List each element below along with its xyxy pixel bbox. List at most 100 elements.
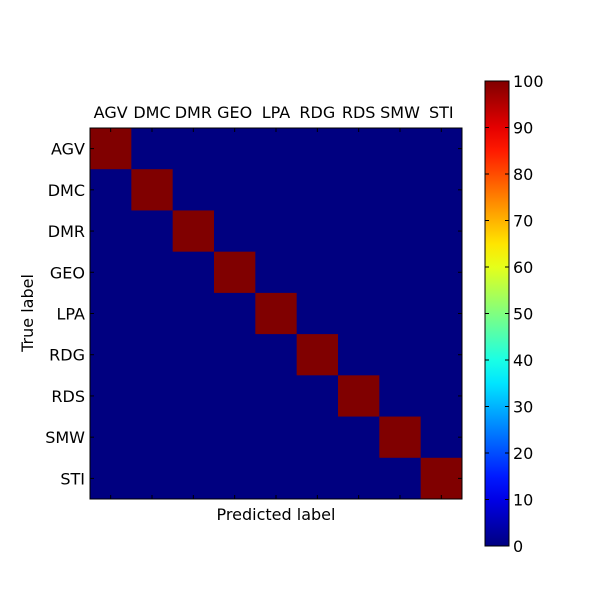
y-tick-label: RDG (49, 346, 85, 365)
heatmap-cell-LPA-RDS (338, 292, 380, 335)
heatmap-cell-GEO-GEO (214, 251, 256, 294)
heatmap-cell-RDG-RDS (338, 334, 380, 376)
heatmap-cell-LPA-DMC (131, 292, 174, 335)
heatmap-cell-AGV-RDG (296, 128, 339, 170)
heatmap-cell-DMR-GEO (214, 210, 256, 253)
heatmap-cell-RDS-DMC (131, 375, 174, 418)
heatmap-cell-GEO-RDS (338, 251, 380, 294)
heatmap-cell-DMR-RDG (296, 210, 339, 253)
heatmap-cell-STI-AGV (90, 457, 132, 500)
x-tick-label: DMC (133, 103, 170, 122)
y-tick-labels: AGV DMC DMR GEO LPA RDG RDS SMW STI (45, 140, 85, 489)
heatmap-cell-SMW-SMW (379, 416, 422, 459)
heatmap-cell-RDG-DMC (131, 334, 174, 376)
plot-ticks (90, 128, 462, 499)
y-axis-label: True label (18, 274, 37, 353)
heatmap-cell-DMR-STI (420, 210, 463, 253)
heatmap-cell-RDS-SMW (379, 375, 422, 418)
heatmap-cell-LPA-DMR (172, 292, 215, 335)
heatmap-cell-SMW-RDS (338, 416, 380, 459)
heatmap-cell-AGV-GEO (214, 128, 256, 170)
heatmap-cell-AGV-DMR (172, 128, 215, 170)
heatmap-cells (90, 128, 463, 500)
heatmap-cell-AGV-STI (420, 128, 463, 170)
heatmap-cell-STI-SMW (379, 457, 422, 500)
x-tick-label: SMW (380, 103, 420, 122)
heatmap-cell-SMW-STI (420, 416, 463, 459)
colorbar-tick-label: 100 (513, 72, 544, 91)
heatmap-cell-GEO-DMR (172, 251, 215, 294)
colorbar-tick-label: 40 (513, 351, 533, 370)
heatmap-cell-STI-GEO (214, 457, 256, 500)
heatmap-cell-GEO-DMC (131, 251, 174, 294)
heatmap-cell-RDS-AGV (90, 375, 132, 418)
x-tick-label: STI (429, 103, 454, 122)
heatmap-cell-STI-DMR (172, 457, 215, 500)
heatmap-cell-SMW-RDG (296, 416, 339, 459)
colorbar-tick-label: 10 (513, 491, 533, 510)
heatmap-cell-LPA-SMW (379, 292, 422, 335)
heatmap-cell-STI-RDS (338, 457, 380, 500)
x-tick-label: RDG (299, 103, 335, 122)
x-tick-label: DMR (175, 103, 212, 122)
heatmap-cell-RDG-RDG (296, 334, 339, 376)
heatmap-cell-DMR-DMC (131, 210, 174, 253)
heatmap-cell-RDS-RDS (338, 375, 380, 418)
x-tick-label: GEO (217, 103, 252, 122)
heatmap-cell-LPA-AGV (90, 292, 132, 335)
heatmap-cell-SMW-AGV (90, 416, 132, 459)
y-tick-label: SMW (45, 428, 85, 447)
heatmap-cell-DMC-STI (420, 169, 463, 211)
heatmap-cell-RDS-STI (420, 375, 463, 418)
y-tick-label: DMC (48, 181, 85, 200)
heatmap-cell-RDG-GEO (214, 334, 256, 376)
heatmap-cell-DMC-LPA (255, 169, 298, 211)
heatmap-cell-RDS-DMR (172, 375, 215, 418)
heatmap-cell-GEO-AGV (90, 251, 132, 294)
heatmap-cell-DMC-DMC (131, 169, 174, 211)
y-tick-label: STI (60, 469, 85, 488)
x-tick-label: LPA (262, 103, 291, 122)
heatmap-cell-AGV-RDS (338, 128, 380, 170)
y-tick-label: DMR (48, 222, 85, 241)
heatmap-cell-RDG-DMR (172, 334, 215, 376)
heatmap-cell-RDS-LPA (255, 375, 298, 418)
heatmap-cell-DMR-RDS (338, 210, 380, 253)
heatmap-cell-RDS-RDG (296, 375, 339, 418)
heatmap-cell-GEO-LPA (255, 251, 298, 294)
x-tick-label: AGV (94, 103, 128, 122)
colorbar-tick-label: 70 (513, 212, 533, 231)
y-tick-label: AGV (51, 140, 85, 159)
heatmap-cell-AGV-SMW (379, 128, 422, 170)
heatmap-cell-DMC-AGV (90, 169, 132, 211)
heatmap-cell-RDG-SMW (379, 334, 422, 376)
heatmap-cell-GEO-SMW (379, 251, 422, 294)
colorbar-ticks: 0 10 20 30 40 50 60 70 80 90 100 (485, 72, 544, 556)
heatmap-cell-DMR-LPA (255, 210, 298, 253)
colorbar-tick-label: 80 (513, 165, 533, 184)
heatmap-cell-SMW-GEO (214, 416, 256, 459)
colorbar-tick-label: 20 (513, 444, 533, 463)
y-tick-label: LPA (57, 305, 86, 324)
heatmap-cell-SMW-DMC (131, 416, 174, 459)
heatmap-cell-GEO-STI (420, 251, 463, 294)
heatmap-cell-LPA-LPA (255, 292, 298, 335)
colorbar-tick-label: 60 (513, 258, 533, 277)
colorbar-tick-label: 0 (513, 537, 523, 556)
heatmap-cell-RDG-AGV (90, 334, 132, 376)
x-axis-label: Predicted label (217, 505, 336, 524)
heatmap-cell-DMC-RDS (338, 169, 380, 211)
heatmap-cell-SMW-DMR (172, 416, 215, 459)
heatmap-cell-DMR-DMR (172, 210, 215, 253)
heatmap-cell-RDG-LPA (255, 334, 298, 376)
heatmap-cell-DMC-RDG (296, 169, 339, 211)
heatmap-cell-AGV-LPA (255, 128, 298, 170)
heatmap-cell-DMC-SMW (379, 169, 422, 211)
heatmap-cell-STI-LPA (255, 457, 298, 500)
x-tick-label: RDS (342, 103, 376, 122)
heatmap-cell-DMR-SMW (379, 210, 422, 253)
heatmap-cell-DMC-GEO (214, 169, 256, 211)
heatmap-cell-AGV-AGV (90, 128, 132, 170)
x-tick-labels: AGV DMC DMR GEO LPA RDG RDS SMW STI (94, 103, 454, 122)
